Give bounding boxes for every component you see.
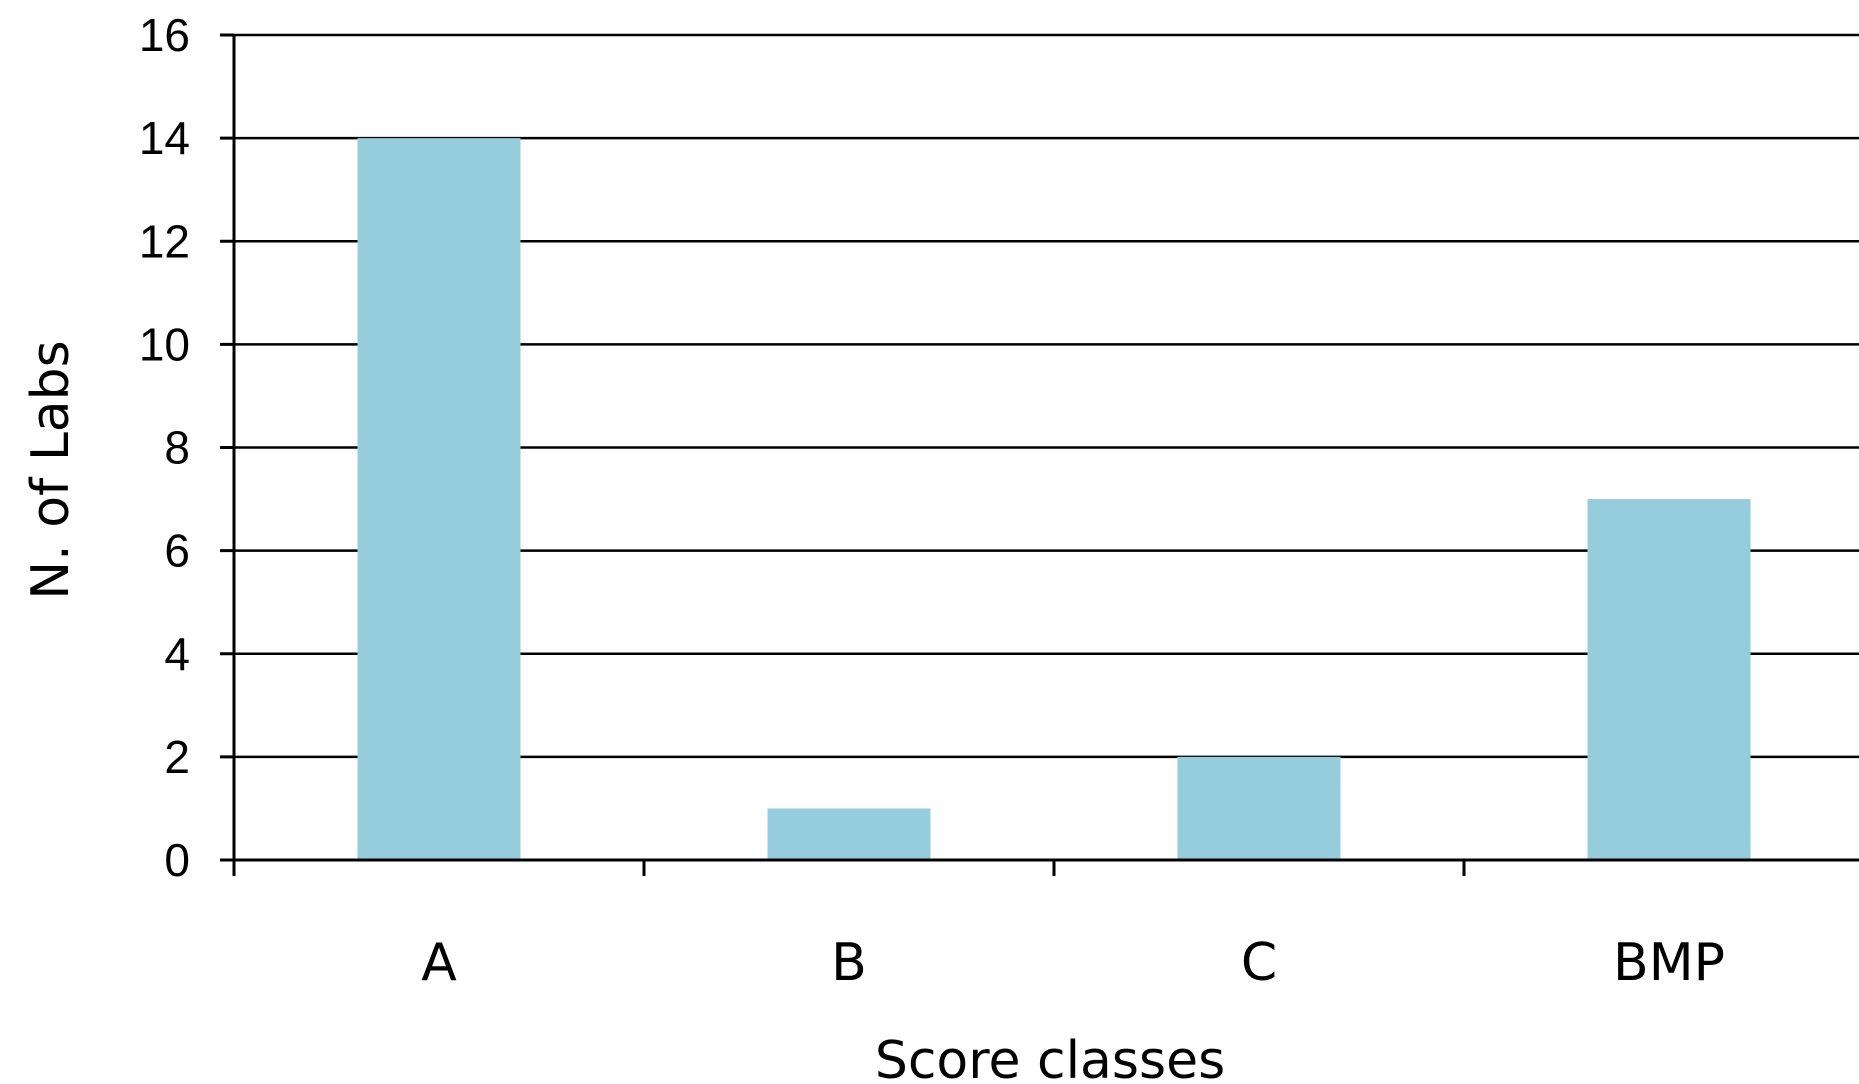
bar-c — [1177, 756, 1341, 860]
y-tick-label: 6 — [164, 525, 190, 577]
y-tick-label: 14 — [139, 112, 190, 164]
axes — [220, 33, 1859, 876]
bar-a — [357, 138, 521, 860]
y-tick-label: 10 — [139, 318, 190, 370]
y-tick-label: 8 — [164, 422, 190, 474]
bars — [357, 138, 1751, 860]
y-tick-labels: 0 2 4 6 8 10 12 14 16 — [139, 9, 190, 886]
y-tick-label: 16 — [139, 9, 190, 61]
x-tick-label: C — [1241, 933, 1277, 993]
x-tick-labels: A B C BMP — [421, 933, 1725, 993]
y-tick-label: 4 — [164, 628, 190, 680]
x-tick-label: A — [421, 933, 457, 993]
x-axis-title: Score classes — [875, 1031, 1225, 1084]
x-tick-label: BMP — [1613, 933, 1725, 993]
y-axis-title: N. of Labs — [21, 340, 81, 600]
y-tick-label: 0 — [164, 834, 190, 886]
bar-b — [767, 808, 931, 860]
y-tick-label: 2 — [164, 731, 190, 783]
y-tick-label: 12 — [139, 215, 190, 267]
bar-bmp — [1587, 499, 1751, 860]
x-tick-label: B — [831, 933, 867, 993]
